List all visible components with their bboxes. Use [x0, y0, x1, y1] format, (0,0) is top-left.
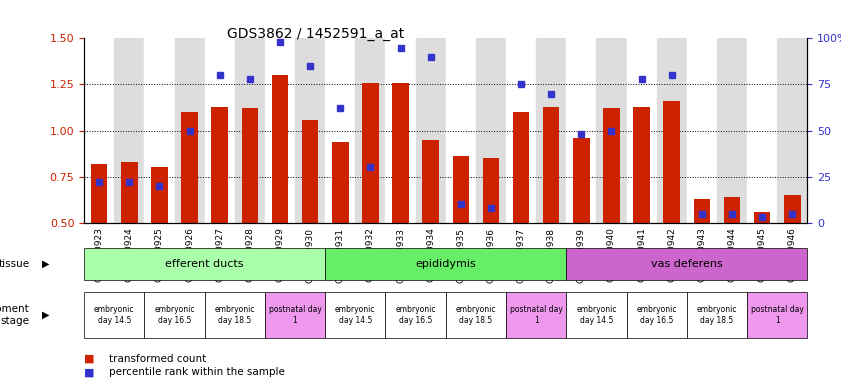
Bar — [145, 38, 174, 223]
Text: ■: ■ — [84, 354, 94, 364]
Bar — [717, 38, 747, 223]
Text: embryonic
day 18.5: embryonic day 18.5 — [214, 305, 255, 324]
Text: ■: ■ — [84, 367, 94, 377]
Bar — [84, 38, 114, 223]
Bar — [151, 167, 167, 223]
Bar — [121, 162, 138, 223]
Bar — [687, 38, 717, 223]
Bar — [633, 107, 650, 223]
Bar — [332, 142, 348, 223]
Bar — [724, 197, 740, 223]
Bar — [452, 156, 469, 223]
Bar — [392, 83, 409, 223]
Bar — [694, 199, 710, 223]
Bar — [483, 158, 500, 223]
Text: transformed count: transformed count — [109, 354, 207, 364]
Text: embryonic
day 16.5: embryonic day 16.5 — [395, 305, 436, 324]
Text: vas deferens: vas deferens — [651, 259, 722, 269]
Bar — [446, 38, 476, 223]
Bar — [657, 38, 687, 223]
Bar — [272, 75, 288, 223]
Text: ▶: ▶ — [42, 310, 50, 320]
Bar — [355, 38, 385, 223]
Text: tissue: tissue — [0, 259, 29, 269]
Bar — [543, 107, 559, 223]
Bar — [596, 38, 627, 223]
Text: ▶: ▶ — [42, 259, 50, 269]
Bar — [241, 108, 258, 223]
Bar — [325, 38, 355, 223]
Bar — [476, 38, 506, 223]
Bar — [211, 107, 228, 223]
Bar — [513, 112, 529, 223]
Bar — [603, 108, 620, 223]
Bar — [91, 164, 108, 223]
Text: percentile rank within the sample: percentile rank within the sample — [109, 367, 285, 377]
Text: embryonic
day 16.5: embryonic day 16.5 — [154, 305, 195, 324]
Text: epididymis: epididymis — [415, 259, 476, 269]
Text: embryonic
day 18.5: embryonic day 18.5 — [456, 305, 496, 324]
Bar — [422, 140, 439, 223]
Bar — [566, 38, 596, 223]
Bar — [415, 38, 446, 223]
Bar — [295, 38, 325, 223]
Text: embryonic
day 14.5: embryonic day 14.5 — [94, 305, 135, 324]
Text: GDS3862 / 1452591_a_at: GDS3862 / 1452591_a_at — [227, 27, 405, 41]
Bar — [174, 38, 204, 223]
Bar — [754, 212, 770, 223]
Text: embryonic
day 16.5: embryonic day 16.5 — [637, 305, 677, 324]
Bar — [114, 38, 145, 223]
Bar — [204, 38, 235, 223]
Bar — [362, 83, 378, 223]
Text: embryonic
day 14.5: embryonic day 14.5 — [335, 305, 376, 324]
Bar — [302, 119, 319, 223]
Text: development stage: development stage — [0, 304, 29, 326]
Text: embryonic
day 14.5: embryonic day 14.5 — [576, 305, 616, 324]
Bar — [506, 38, 536, 223]
Bar — [777, 38, 807, 223]
Bar — [784, 195, 801, 223]
Bar — [627, 38, 657, 223]
Text: embryonic
day 18.5: embryonic day 18.5 — [696, 305, 738, 324]
Text: efferent ducts: efferent ducts — [166, 259, 244, 269]
Bar — [536, 38, 566, 223]
Text: postnatal day
1: postnatal day 1 — [751, 305, 804, 324]
Text: postnatal day
1: postnatal day 1 — [268, 305, 321, 324]
Bar — [182, 112, 198, 223]
Bar — [235, 38, 265, 223]
Bar — [265, 38, 295, 223]
Bar — [747, 38, 777, 223]
Bar — [664, 101, 680, 223]
Bar — [573, 138, 590, 223]
Text: postnatal day
1: postnatal day 1 — [510, 305, 563, 324]
Bar — [385, 38, 415, 223]
